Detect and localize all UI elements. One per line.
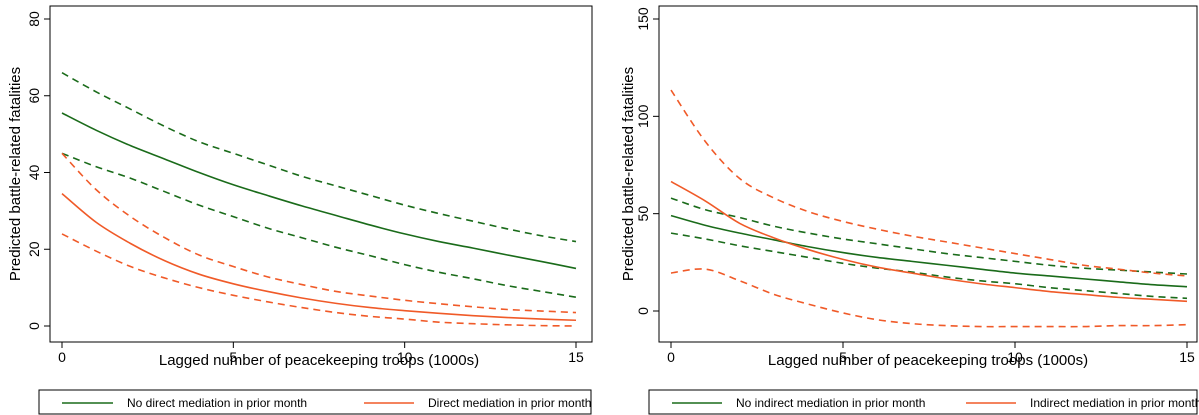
left-series-no_mediation-ci-1 xyxy=(61,72,577,243)
right-x-axis-label: Lagged number of peacekeeping troops (10… xyxy=(768,352,1088,369)
right-y-axis-label: Predicted battle-related fatalities xyxy=(620,67,637,281)
left-series-mediation-ci-5 xyxy=(61,233,577,327)
right-series-no_mediation-ci-1 xyxy=(670,197,1188,275)
right-series-mediation-ci-4 xyxy=(670,89,1188,277)
right-series-mediation-ci-5 xyxy=(670,268,1188,328)
right-legend-label-mediation: Indirect mediation in prior month xyxy=(1030,396,1199,410)
left-y-tick-label: 60 xyxy=(26,88,42,104)
left-plot-frame xyxy=(49,5,593,343)
left-series-mediation-ci-4 xyxy=(61,152,577,314)
left-x-tick-label: 5 xyxy=(229,349,237,365)
right-series-mediation-estimate xyxy=(670,180,1188,303)
right-x-tick-label: 0 xyxy=(667,349,675,365)
left-legend-box xyxy=(38,389,592,415)
right-x-tick-label: 5 xyxy=(839,349,847,365)
left-legend: No direct mediation in prior month Direc… xyxy=(38,389,592,415)
right-legend-box xyxy=(648,389,1198,415)
right-x-tick-label: 10 xyxy=(1007,349,1023,365)
right-y-tick-label: 100 xyxy=(635,104,651,128)
left-x-tick-label: 0 xyxy=(58,349,66,365)
right-x-tick-label: 15 xyxy=(1179,349,1195,365)
right-y-tick-label: 150 xyxy=(635,7,651,31)
left-x-tick-label: 15 xyxy=(568,349,584,365)
left-y-tick-label: 40 xyxy=(26,165,42,181)
left-axis-ticks: 0 5 10 15 0 20 40 60 80 xyxy=(26,11,584,365)
left-legend-label-no-mediation: No direct mediation in prior month xyxy=(127,396,307,410)
left-x-axis-label: Lagged number of peacekeeping troops (10… xyxy=(159,352,479,369)
right-plot-frame xyxy=(658,5,1198,343)
right-legend-label-no-mediation: No indirect mediation in prior month xyxy=(736,396,925,410)
right-y-tick-label: 50 xyxy=(635,206,651,222)
left-x-tick-label: 10 xyxy=(397,349,413,365)
left-y-tick-label: 0 xyxy=(26,322,42,330)
left-y-tick-label: 20 xyxy=(26,241,42,257)
right-y-tick-label: 0 xyxy=(635,307,651,315)
right-plot-marks xyxy=(670,89,1188,328)
left-legend-label-mediation: Direct mediation in prior month xyxy=(428,396,591,410)
left-y-axis-label: Predicted battle-related fatalities xyxy=(7,67,24,281)
right-series-no_mediation-estimate xyxy=(670,214,1188,288)
left-series-no_mediation-estimate xyxy=(61,112,577,270)
right-series-no_mediation-ci-2 xyxy=(670,232,1188,300)
right-legend: No indirect mediation in prior month Ind… xyxy=(648,389,1199,415)
left-chart-panel: 0 5 10 15 0 20 40 60 80 Lagged number of peaceke… xyxy=(7,5,593,415)
left-series-mediation-estimate xyxy=(61,192,577,322)
left-y-tick-label: 80 xyxy=(26,11,42,27)
left-plot-marks xyxy=(61,72,577,327)
left-series-no_mediation-ci-2 xyxy=(61,152,577,299)
